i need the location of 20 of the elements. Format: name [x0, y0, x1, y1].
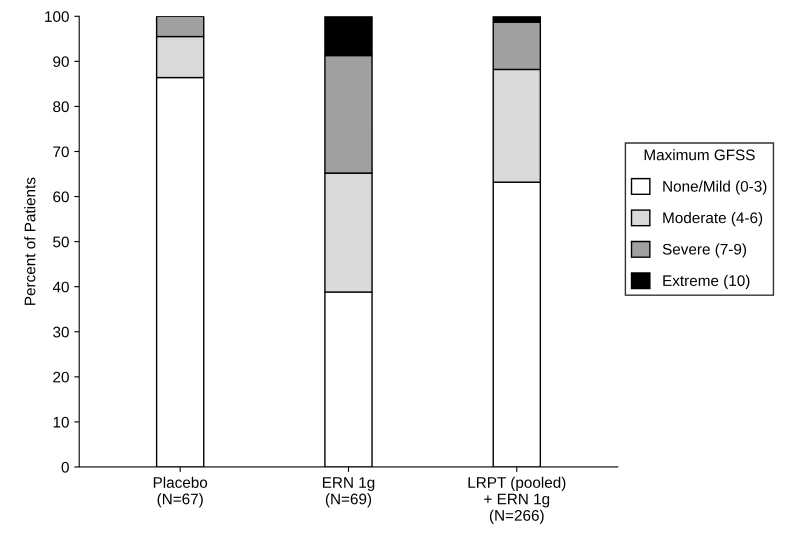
y-tick-label: 90 [53, 56, 69, 68]
y-tick-label: 0 [62, 462, 69, 473]
legend-label: Moderate (4-6) [663, 212, 762, 226]
y-tick-label: 50 [53, 236, 69, 248]
y-axis-title: Percent of Patients [24, 178, 36, 305]
y-tick-label: 10 [54, 416, 69, 428]
x-tick-label: LRPT (pooled) + ERN 1g (N=266) [468, 476, 566, 524]
legend-title: Maximum GFSS [644, 149, 755, 160]
y-tick-label: 100 [45, 11, 69, 22]
x-tick-label: ERN 1g (N=69) [322, 477, 374, 508]
y-tick-label: 40 [52, 282, 69, 292]
x-tick-label: Placebo (N=67) [154, 476, 208, 508]
y-tick-label: 70 [53, 146, 69, 158]
legend-label: None/Mild (0-3) [663, 180, 766, 195]
y-tick-label: 30 [53, 326, 69, 338]
y-tick-label: 20 [53, 372, 69, 383]
y-tick-label: 60 [53, 191, 69, 202]
legend-label: Severe (7-9) [662, 243, 746, 258]
legend-label: Extreme (10) [663, 274, 750, 290]
y-tick-label: 80 [53, 101, 69, 112]
